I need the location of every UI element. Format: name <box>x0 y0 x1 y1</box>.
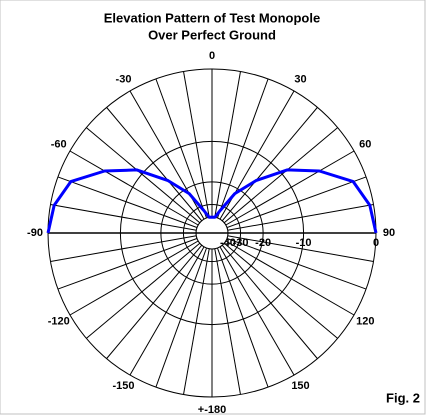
spoke <box>155 232 213 388</box>
spoke <box>86 232 213 339</box>
r-tick-label: -10 <box>296 237 312 249</box>
spoke <box>50 232 213 262</box>
spoke <box>183 71 213 234</box>
spoke <box>106 107 213 234</box>
spoke <box>211 232 367 290</box>
r-tick-label: -20 <box>255 237 271 249</box>
spoke <box>129 232 213 376</box>
spoke <box>69 232 213 316</box>
r-tick-label: -40 <box>220 237 236 249</box>
spoke <box>211 232 295 376</box>
spoke <box>211 71 241 234</box>
spoke <box>211 232 338 339</box>
spoke <box>86 127 213 234</box>
spoke <box>69 150 213 234</box>
theta-tick-label: 30 <box>294 74 306 86</box>
spoke <box>211 232 355 316</box>
spoke <box>211 107 318 234</box>
r-tick-label: 0 <box>373 237 379 249</box>
theta-tick-label: 120 <box>356 315 374 327</box>
chart-subtitle: Over Perfect Ground <box>148 27 276 42</box>
theta-tick-label: -120 <box>48 315 70 327</box>
theta-tick-label: -90 <box>27 227 43 239</box>
spoke <box>50 204 213 234</box>
spoke <box>57 232 213 290</box>
chart-title: Elevation Pattern of Test Monopole <box>104 10 320 25</box>
spoke <box>129 90 213 234</box>
spoke <box>211 232 318 359</box>
figure-label: Fig. 2 <box>386 390 420 405</box>
spoke <box>211 232 374 262</box>
spoke <box>211 150 355 234</box>
theta-tick-label: 90 <box>383 227 395 239</box>
spoke <box>183 232 213 395</box>
pattern-line <box>46 168 378 234</box>
spoke <box>106 232 213 359</box>
spoke <box>57 176 213 234</box>
spoke <box>211 90 295 234</box>
spoke <box>211 232 241 395</box>
spoke <box>211 127 338 234</box>
theta-tick-label: -60 <box>51 138 67 150</box>
spoke <box>211 204 374 234</box>
spoke <box>211 176 367 234</box>
theta-tick-label: 0 <box>209 50 215 62</box>
theta-tick-label: 150 <box>291 380 309 392</box>
theta-tick-label: +-180 <box>198 404 226 415</box>
spoke <box>211 232 269 388</box>
r-tick-label: -30 <box>233 237 249 249</box>
theta-tick-label: -30 <box>116 74 132 86</box>
theta-tick-label: -150 <box>112 380 134 392</box>
theta-tick-label: 60 <box>359 138 371 150</box>
